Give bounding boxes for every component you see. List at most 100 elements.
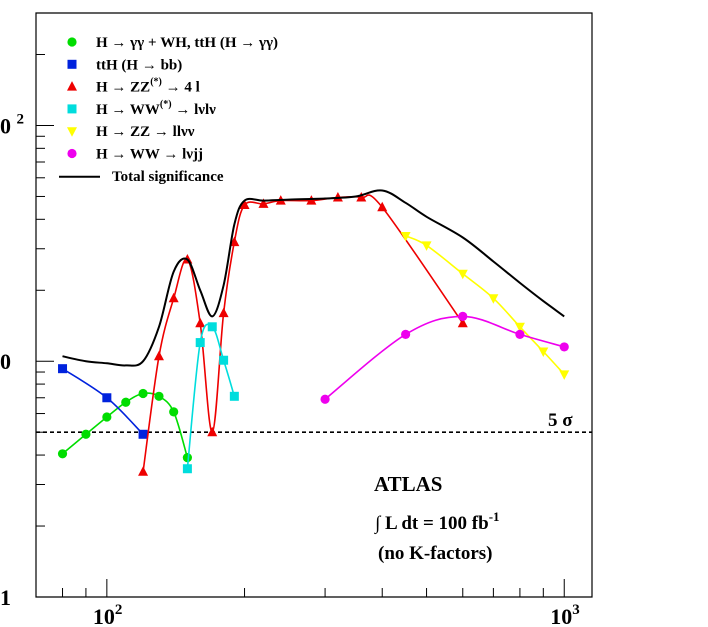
legend-label-part: → lνlν: [172, 102, 217, 118]
x-tick-label: 103: [550, 602, 580, 627]
triangle-down-marker: [559, 370, 570, 380]
legend-label: H → ZZ → llνν: [96, 124, 195, 140]
triangle-marker: [153, 350, 164, 361]
legend-label: H → γγ + WH, ttH (H → γγ): [96, 35, 278, 51]
legend-label-part: H → γγ + WH, ttH (H → γγ): [96, 35, 278, 51]
plot-frame: [35, 12, 593, 598]
circle-marker: [182, 453, 192, 463]
legend-label: H → ZZ(*) → 4 l: [96, 77, 200, 96]
triangle-down-marker: [421, 241, 432, 251]
y-tick-label: 0: [0, 349, 11, 374]
square-marker: [138, 429, 148, 439]
series-7: [62, 189, 565, 367]
legend-item: H → ZZ → llνν: [67, 124, 195, 140]
y-tick-base: 0: [0, 349, 11, 374]
circle-marker: [138, 388, 148, 399]
k-factor-note: (no K-factors): [378, 543, 493, 564]
series-5: [400, 231, 570, 380]
legend-marker: [67, 81, 77, 91]
legend-label-part: Total significance: [112, 169, 224, 185]
triangle-marker: [258, 198, 269, 208]
legend-label-part: ttH (H → bb): [96, 57, 182, 73]
x-tick-exponent: 3: [572, 602, 580, 618]
circle-marker: [57, 449, 68, 459]
y-tick-base: 1: [0, 585, 11, 610]
luminosity-exponent: -1: [489, 509, 500, 524]
series-line: [324, 315, 565, 400]
legend-item: H → γγ + WH, ttH (H → γγ): [67, 35, 278, 51]
legend-marker: [67, 127, 77, 137]
luminosity-text: ∫ L dt = 100 fb: [374, 513, 489, 535]
triangle-down-marker: [514, 322, 525, 333]
five-sigma-label: 5 σ: [548, 410, 573, 431]
square-marker: [219, 355, 229, 365]
x-tick-base: 10: [93, 604, 115, 627]
triangle-marker: [356, 191, 367, 202]
series-6: [320, 311, 569, 404]
total-significance-line: [62, 189, 565, 367]
square-marker: [229, 391, 239, 401]
experiment-label: ATLAS: [374, 472, 442, 496]
luminosity-label: ∫ L dt = 100 fb-1: [374, 509, 500, 535]
circle-marker: [81, 429, 91, 439]
threshold-group: 5 σ: [36, 410, 592, 434]
legend-label-superscript: (*): [160, 99, 172, 110]
triangle-down-marker: [538, 347, 549, 357]
circle-marker: [102, 412, 112, 422]
legend-label: H → WW → lνjj: [96, 147, 203, 163]
circle-marker: [515, 329, 525, 339]
legend-item: H → WW(*) → lνlν: [67, 99, 216, 118]
circle-marker: [169, 407, 179, 417]
legend-item: ttH (H → bb): [67, 57, 182, 73]
circle-marker: [154, 391, 164, 401]
x-tick-label: 102: [93, 602, 123, 627]
x-tick-exponent: 2: [115, 602, 123, 618]
square-marker: [102, 393, 112, 403]
triangle-marker: [377, 201, 388, 212]
annotation-group: ATLAS ∫ L dt = 100 fb-1 (no K-factors): [374, 472, 500, 564]
square-marker: [58, 364, 68, 374]
circle-marker: [458, 311, 468, 321]
y-tick-exponent: 2: [17, 111, 25, 127]
legend-label-part: H → WW → lνjj: [96, 147, 203, 163]
triangle-down-marker: [457, 269, 468, 280]
series-1: [57, 388, 192, 463]
triangle-down-marker: [488, 294, 499, 304]
legend-label-superscript: (*): [150, 77, 162, 88]
series-2: [58, 364, 148, 439]
legend: H → γγ + WH, ttH (H → γγ) ttH (H → bb) H →…: [59, 35, 278, 185]
square-marker: [195, 338, 205, 348]
triangle-marker: [218, 307, 229, 318]
legend-label: Total significance: [112, 169, 224, 185]
legend-label-part: H → ZZ → llνν: [96, 124, 195, 140]
y-tick-label: 0 2: [0, 111, 24, 138]
triangle-marker: [138, 466, 149, 476]
y-tick-base: 0: [0, 113, 17, 138]
series-group: [57, 189, 570, 476]
triangle-down-marker: [400, 231, 411, 242]
square-marker: [207, 322, 217, 332]
series-4: [182, 322, 239, 474]
triangle-marker: [239, 199, 250, 209]
legend-item: H → ZZ(*) → 4 l: [67, 77, 200, 96]
triangle-marker: [195, 317, 206, 328]
legend-marker: [67, 59, 77, 69]
legend-item: Total significance: [59, 169, 224, 185]
y-tick-label: 1: [0, 585, 11, 610]
legend-marker: [67, 148, 77, 159]
triangle-marker: [457, 317, 468, 328]
legend-marker: [67, 104, 77, 114]
circle-marker: [121, 397, 131, 407]
legend-label: H → WW(*) → lνlν: [96, 99, 216, 118]
circle-marker: [320, 394, 330, 404]
triangle-marker: [229, 236, 240, 247]
square-marker: [182, 464, 192, 474]
legend-label-part: H → ZZ: [96, 80, 150, 96]
triangle-marker: [168, 292, 179, 303]
x-tick-base: 10: [550, 604, 572, 627]
legend-item: H → WW → lνjj: [67, 147, 203, 163]
circle-marker: [401, 329, 411, 339]
circle-marker: [559, 342, 569, 352]
